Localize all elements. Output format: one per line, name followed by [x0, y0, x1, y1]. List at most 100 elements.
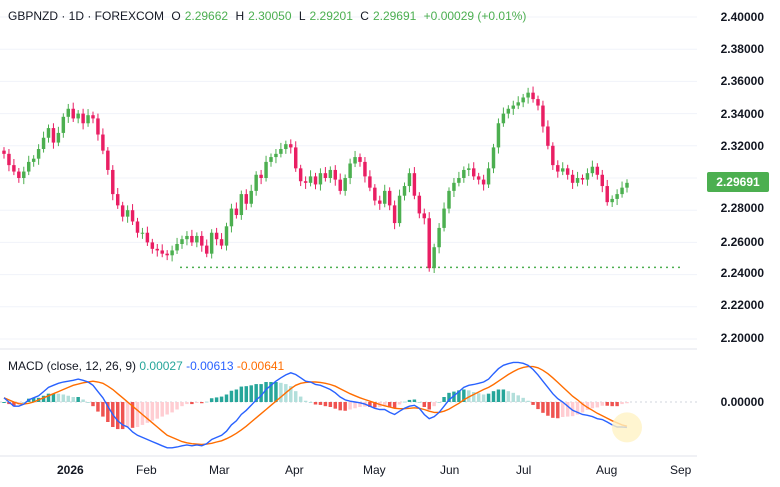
- candle-body: [303, 181, 308, 183]
- candle-body: [31, 158, 36, 162]
- macd-histogram-bar: [447, 392, 451, 402]
- macd-histogram-bar: [496, 389, 501, 402]
- candle-body: [7, 153, 11, 166]
- candle-body: [145, 232, 150, 243]
- open-label: O: [171, 9, 181, 23]
- macd-histogram-bar: [46, 393, 51, 402]
- macd-histogram-bar: [22, 402, 26, 403]
- candle-body: [358, 157, 362, 162]
- macd-histogram-bar: [546, 402, 550, 416]
- time-tick: Feb: [136, 463, 157, 477]
- macd-histogram-bar: [442, 397, 446, 402]
- symbol-legend: GBPNZD · 1D · FOREXCOM O 2.29662 H 2.30050…: [8, 9, 530, 23]
- time-tick: May: [363, 463, 386, 477]
- candle-body: [46, 128, 51, 138]
- macd-histogram-bar: [397, 402, 402, 405]
- candle-body: [382, 190, 387, 204]
- candle-body: [91, 115, 95, 119]
- macd-histogram-bar: [625, 402, 629, 404]
- candle-body: [264, 161, 268, 178]
- macd-histogram-bar: [417, 402, 422, 403]
- macd-histogram-bar: [506, 391, 511, 402]
- candle-body: [501, 113, 506, 124]
- macd-histogram-bar: [313, 402, 318, 405]
- macd-histogram-bar: [155, 402, 160, 419]
- price-tick: 2.32000: [720, 139, 764, 153]
- candle-body: [76, 113, 80, 119]
- candle-body: [120, 205, 125, 217]
- macd-histogram-bar: [402, 401, 407, 403]
- macd-histogram-bar: [12, 402, 16, 407]
- candle-body: [387, 190, 392, 206]
- macd-histogram-bar: [328, 402, 333, 407]
- macd-histogram-bar: [101, 402, 105, 417]
- candle-body: [318, 173, 323, 185]
- macd-title[interactable]: MACD (close, 12, 26, 9): [8, 359, 137, 373]
- candle-body: [575, 178, 580, 183]
- macd-histogram-bar: [234, 389, 239, 402]
- macd-line-value: -0.00613: [186, 359, 234, 373]
- price-tick: 2.22000: [720, 298, 764, 312]
- candle-body: [22, 171, 26, 178]
- candle-body: [432, 247, 436, 269]
- candle-body: [457, 178, 461, 183]
- price-tick: 2.36000: [720, 74, 764, 88]
- macd-histogram-bar: [610, 402, 614, 407]
- macd-histogram-bar: [600, 402, 605, 406]
- candle-body: [180, 239, 184, 245]
- candle-body: [125, 210, 130, 217]
- macd-histogram-bar: [570, 402, 575, 417]
- macd-histogram-bar: [432, 402, 436, 407]
- macd-histogram-bar: [407, 399, 412, 402]
- macd-histogram-bar: [541, 402, 545, 413]
- last-price-badge: 2.29691: [707, 172, 769, 192]
- candle-body: [140, 232, 145, 234]
- candle-body: [402, 186, 407, 196]
- candle-body: [412, 173, 417, 196]
- candle-body: [284, 144, 288, 150]
- macd-histogram-bar: [51, 393, 56, 402]
- macd-histogram-bar: [120, 402, 125, 430]
- macd-histogram-bar: [115, 402, 120, 430]
- candle-body: [224, 226, 229, 246]
- candle-body: [373, 187, 377, 201]
- candle-body: [289, 144, 293, 148]
- candle-body: [486, 168, 491, 185]
- macd-signal-line: [3, 365, 628, 446]
- macd-histogram-bar: [165, 402, 169, 415]
- macd-histogram-bar: [61, 394, 66, 402]
- macd-histogram-bar: [259, 384, 263, 402]
- candle-body: [96, 118, 100, 135]
- time-tick: Jun: [440, 463, 460, 477]
- candle-body: [155, 248, 160, 251]
- macd-histogram-bar: [303, 400, 308, 402]
- macd-histogram-bar: [565, 402, 570, 417]
- high-label: H: [235, 9, 245, 23]
- candle-body: [26, 161, 31, 172]
- macd-histogram-bar: [412, 399, 417, 402]
- macd-histogram-bar: [145, 402, 150, 423]
- candle-body: [190, 235, 194, 243]
- symbol-title[interactable]: GBPNZD · 1D · FOREXCOM: [8, 9, 165, 23]
- candle-body: [86, 115, 90, 124]
- low-label: L: [298, 9, 306, 23]
- macd-histogram-bar: [560, 402, 565, 417]
- macd-histogram-bar: [585, 402, 590, 410]
- candle-body: [363, 161, 367, 177]
- candle-body: [249, 190, 253, 204]
- macd-histogram-bar: [86, 402, 90, 403]
- macd-histogram-bar: [516, 395, 520, 402]
- candle-body: [185, 235, 189, 240]
- macd-histogram-bar: [31, 397, 36, 402]
- candle-body: [328, 169, 333, 178]
- candle-body: [551, 145, 555, 166]
- macd-histogram-bar: [620, 402, 624, 405]
- candle-body: [115, 194, 120, 206]
- candle-body: [2, 150, 6, 154]
- candle-body: [209, 232, 214, 254]
- macd-histogram-bar: [536, 402, 540, 410]
- candle-body: [610, 198, 614, 203]
- candle-body: [541, 105, 545, 127]
- candle-body: [195, 235, 199, 243]
